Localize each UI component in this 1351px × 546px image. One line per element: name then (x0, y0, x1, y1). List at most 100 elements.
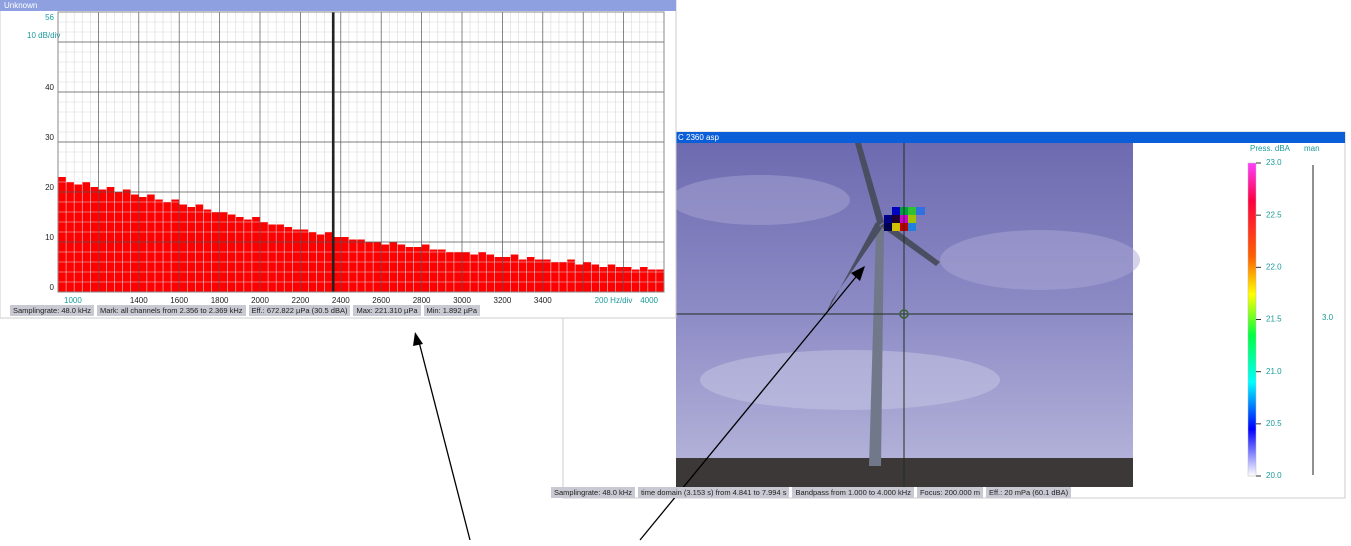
bar (58, 177, 66, 292)
bar (131, 195, 139, 293)
x-tick-label: 2000 (251, 296, 269, 305)
bar (82, 182, 90, 292)
x-tick-label: 2600 (372, 296, 390, 305)
window-title: Unknown (4, 1, 37, 10)
bar (640, 267, 648, 292)
x-unit-label: 200 Hz/div (595, 296, 633, 305)
bar (389, 242, 397, 292)
scale-tick-label: 23.0 (1266, 158, 1282, 167)
x-tick-label: 1400 (130, 296, 148, 305)
bar (575, 265, 583, 293)
status-field: Min: 1.892 µPa (424, 305, 481, 316)
y-tick-label: 10 (45, 233, 54, 242)
bar (74, 185, 82, 293)
scale-tick-label: 20.5 (1266, 419, 1282, 428)
marker (332, 12, 335, 292)
bar (163, 202, 171, 292)
y-tick-label: 0 (50, 283, 55, 292)
cloud (700, 350, 1000, 410)
status-field: Mark: all channels from 2.356 to 2.369 k… (97, 305, 246, 316)
status-field: Eff.: 20 mPa (60.1 dBA) (986, 487, 1071, 498)
x-tick-label: 1000 (64, 296, 82, 305)
bar (632, 270, 640, 293)
bar (470, 255, 478, 293)
bar (365, 242, 373, 292)
range-label: 3.0 (1322, 313, 1334, 322)
scale-tick-label: 21.5 (1266, 315, 1282, 324)
bar (228, 215, 236, 293)
bar (98, 190, 106, 293)
y-unit-label: 10 dB/div (27, 31, 60, 40)
bar (551, 262, 559, 292)
scale-mode: man (1304, 144, 1320, 153)
scale-tick-label: 22.5 (1266, 210, 1282, 219)
bar (147, 195, 155, 293)
bar (155, 200, 163, 293)
title-bar (0, 0, 676, 11)
bar (414, 247, 422, 292)
status-field: Max: 221.310 µPa (353, 305, 420, 316)
y-tick-label: 30 (45, 133, 54, 142)
bar (195, 205, 203, 293)
bar (430, 250, 438, 293)
status-field: Focus: 200.000 m (917, 487, 983, 498)
spectrum-window: Unknown 10 dB/div 1000 1400 1600 1800 2000 22… (0, 0, 680, 320)
bar (236, 217, 244, 292)
bar (616, 267, 624, 292)
bar (438, 250, 446, 293)
bar (187, 207, 195, 292)
bar (535, 260, 543, 293)
x-tick-label: 2800 (413, 296, 431, 305)
bar (656, 270, 664, 293)
page: C 2360 asp Press. dBA man 3.0 23.022.522… (0, 0, 1351, 546)
bar (607, 265, 615, 293)
x-tick-label: 4000 (640, 296, 658, 305)
bar (591, 265, 599, 293)
x-tick-label: 1600 (170, 296, 188, 305)
scale-title: Press. dBA (1250, 144, 1291, 153)
arrow-head (413, 332, 423, 346)
x-tick-label: 2200 (292, 296, 310, 305)
status-field: Bandpass from 1.000 to 4.000 kHz (792, 487, 914, 498)
bar (317, 235, 325, 293)
bar (179, 205, 187, 293)
x-tick-label: 1800 (211, 296, 229, 305)
color-bar (1248, 163, 1256, 476)
arrow (418, 338, 470, 540)
x-tick-label: 3400 (534, 296, 552, 305)
bar (648, 270, 656, 293)
bar (599, 267, 607, 292)
bar (252, 217, 260, 292)
bar (341, 237, 349, 292)
bar (567, 260, 575, 293)
bar (292, 230, 300, 293)
bar (397, 245, 405, 293)
bar (519, 260, 527, 293)
bar (373, 242, 381, 292)
bar (422, 245, 430, 293)
bar (300, 230, 308, 293)
x-tick-label: 3200 (494, 296, 512, 305)
bar (624, 267, 632, 292)
scale-tick-label: 20.0 (1266, 471, 1282, 480)
y-tick-label: 40 (45, 83, 54, 92)
bar (583, 262, 591, 292)
status-field: Samplingrate: 48.0 kHz (10, 305, 94, 316)
cloud (940, 230, 1140, 290)
y-tick-label: 56 (45, 13, 54, 22)
x-tick-label: 2400 (332, 296, 350, 305)
bar (381, 245, 389, 293)
scale-tick-label: 22.0 (1266, 262, 1282, 271)
status-field: Eff.: 672.822 µPa (30.5 dBA) (249, 305, 351, 316)
bar (106, 187, 114, 292)
bar (543, 260, 551, 293)
bar (559, 262, 567, 292)
bar (139, 197, 147, 292)
bar (260, 222, 268, 292)
scale-tick-label: 21.0 (1266, 367, 1282, 376)
bar (349, 240, 357, 293)
bar (510, 255, 518, 293)
bar (90, 187, 98, 292)
